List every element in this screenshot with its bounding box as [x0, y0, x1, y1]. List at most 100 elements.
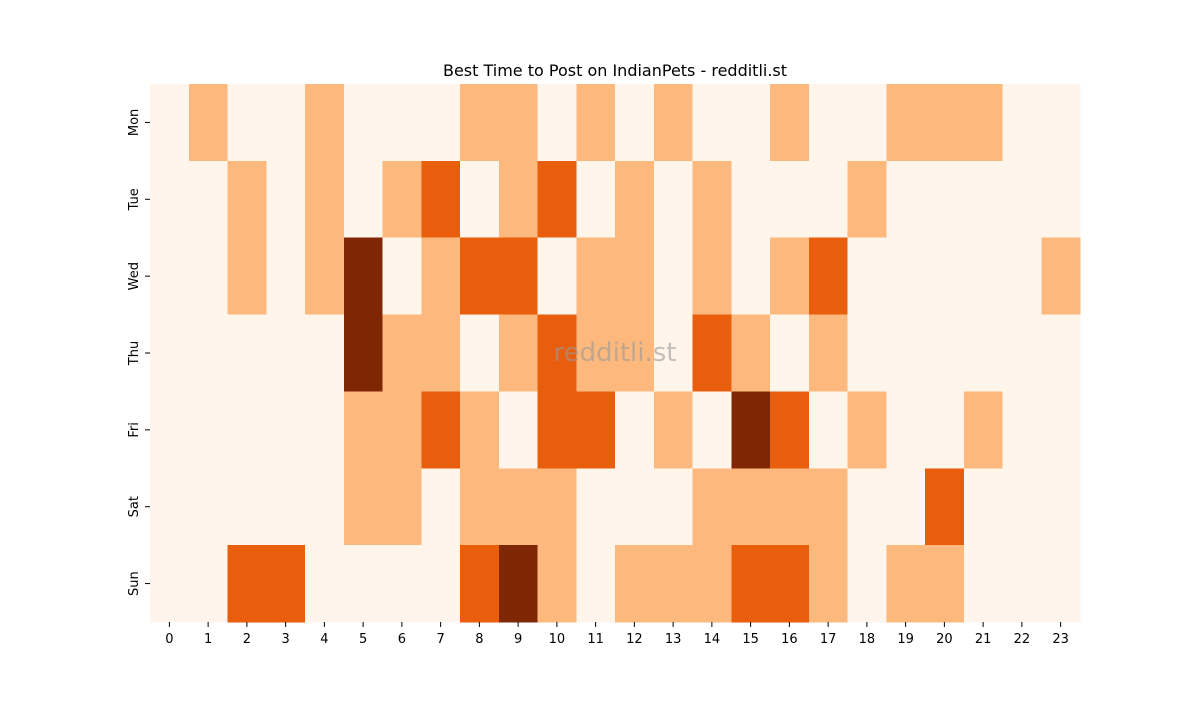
heatmap-cell-tue-20: [925, 160, 965, 239]
heatmap-cell-sat-2: [227, 468, 267, 546]
heatmap-cell-sat-17: [808, 468, 849, 546]
x-tick-label-22: 22: [1014, 632, 1031, 647]
x-tick-label-12: 12: [626, 632, 643, 647]
heatmap-cell-wed-13: [653, 237, 694, 316]
heatmap-cell-tue-6: [382, 160, 422, 239]
heatmap-cell-tue-14: [692, 160, 732, 239]
heatmap-cell-sun-6: [382, 545, 422, 623]
heatmap-cell-tue-15: [731, 160, 771, 239]
heatmap-cell-sun-5: [343, 545, 384, 623]
heatmap-cell-fri-17: [808, 391, 849, 469]
heatmap-cell-mon-16: [770, 84, 810, 162]
heatmap-cell-fri-14: [692, 391, 732, 469]
heatmap-cell-tue-18: [847, 160, 887, 239]
heatmap-cell-wed-2: [227, 237, 267, 316]
heatmap-cell-sun-7: [421, 545, 461, 623]
heatmap-cell-sat-4: [305, 468, 345, 546]
heatmap-cell-fri-1: [188, 391, 229, 469]
heatmap-cell-fri-2: [227, 391, 267, 469]
heatmap-cell-sat-8: [460, 468, 500, 546]
x-tick-label-16: 16: [781, 632, 798, 647]
heatmap-cell-thu-22: [1002, 314, 1042, 393]
heatmap-cell-sat-19: [886, 468, 926, 546]
x-tick-label-15: 15: [742, 632, 759, 647]
heatmap-cell-sat-9: [498, 468, 539, 546]
heatmap-cell-mon-22: [1002, 84, 1042, 162]
heatmap-cell-wed-21: [963, 237, 1004, 316]
heatmap-cell-mon-5: [343, 84, 384, 162]
heatmap-cells: [150, 84, 1081, 623]
heatmap-cell-wed-14: [692, 237, 732, 316]
heatmap-cell-tue-5: [343, 160, 384, 239]
heatmap-cell-sat-21: [963, 468, 1004, 546]
x-tick-label-9: 9: [514, 632, 522, 647]
watermark-text: redditli.st: [554, 338, 677, 368]
heatmap-cell-thu-0: [150, 314, 190, 393]
heatmap-cell-sun-8: [460, 545, 500, 623]
heatmap-cell-sun-18: [847, 545, 887, 623]
heatmap-cell-sat-15: [731, 468, 771, 546]
heatmap-cell-sun-20: [925, 545, 965, 623]
heatmap-cell-sun-10: [537, 545, 577, 623]
heatmap-cell-mon-19: [886, 84, 926, 162]
heatmap-cell-tue-19: [886, 160, 926, 239]
heatmap-cell-fri-13: [653, 391, 694, 469]
heatmap-cell-mon-8: [460, 84, 500, 162]
heatmap-cell-fri-18: [847, 391, 887, 469]
heatmap-cell-wed-0: [150, 237, 190, 316]
heatmap-cell-sat-18: [847, 468, 887, 546]
heatmap-cell-tue-1: [188, 160, 229, 239]
heatmap-cell-sat-16: [770, 468, 810, 546]
heatmap-cell-mon-9: [498, 84, 539, 162]
heatmap-cell-sat-0: [150, 468, 190, 546]
heatmap-cell-wed-16: [770, 237, 810, 316]
heatmap-cell-sun-16: [770, 545, 810, 623]
heatmap-cell-fri-12: [615, 391, 655, 469]
heatmap-cell-thu-14: [692, 314, 732, 393]
heatmap-cell-thu-8: [460, 314, 500, 393]
y-tick-label-fri: Fri: [127, 422, 142, 438]
heatmap-cell-sat-13: [653, 468, 694, 546]
heatmap-cell-mon-15: [731, 84, 771, 162]
heatmap-cell-mon-17: [808, 84, 849, 162]
heatmap-cell-tue-13: [653, 160, 694, 239]
x-tick-label-10: 10: [549, 632, 566, 647]
x-tick-label-5: 5: [359, 632, 367, 647]
heatmap-cell-wed-7: [421, 237, 461, 316]
heatmap-cell-mon-20: [925, 84, 965, 162]
heatmap-cell-tue-0: [150, 160, 190, 239]
heatmap-cell-fri-3: [266, 391, 306, 469]
heatmap-cell-sun-14: [692, 545, 732, 623]
x-tick-label-20: 20: [936, 632, 953, 647]
heatmap-cell-mon-14: [692, 84, 732, 162]
heatmap-cell-mon-4: [305, 84, 345, 162]
y-tick-label-mon: Mon: [127, 109, 142, 136]
x-tick-label-14: 14: [704, 632, 721, 647]
heatmap-cell-thu-13: [653, 314, 694, 393]
heatmap-cell-tue-4: [305, 160, 345, 239]
heatmap-cell-wed-5: [343, 237, 384, 316]
heatmap-cell-wed-11: [576, 237, 616, 316]
heatmap-cell-sat-5: [343, 468, 384, 546]
heatmap-cell-tue-9: [498, 160, 539, 239]
heatmap-cell-mon-7: [421, 84, 461, 162]
heatmap-cell-sat-10: [537, 468, 577, 546]
heatmap-cell-tue-11: [576, 160, 616, 239]
heatmap-cell-thu-10: [537, 314, 577, 393]
heatmap-cell-sat-23: [1041, 468, 1081, 546]
x-tick-label-18: 18: [859, 632, 876, 647]
heatmap-cell-tue-21: [963, 160, 1004, 239]
x-tick-label-8: 8: [475, 632, 483, 647]
heatmap-cell-wed-10: [537, 237, 577, 316]
heatmap-cell-mon-10: [537, 84, 577, 162]
x-tick-label-3: 3: [281, 632, 289, 647]
x-axis: 0 1 2 3 4 5 6 7 8 9 10 11 12 13 14 15 16 17 18 19 20 21 22 23: [165, 622, 1069, 647]
x-tick-label-4: 4: [320, 632, 328, 647]
heatmap-cell-mon-21: [963, 84, 1004, 162]
heatmap-cell-sun-23: [1041, 545, 1081, 623]
heatmap-cell-tue-10: [537, 160, 577, 239]
heatmap-cell-mon-12: [615, 84, 655, 162]
heatmap-cell-fri-19: [886, 391, 926, 469]
heatmap-cell-mon-13: [653, 84, 694, 162]
